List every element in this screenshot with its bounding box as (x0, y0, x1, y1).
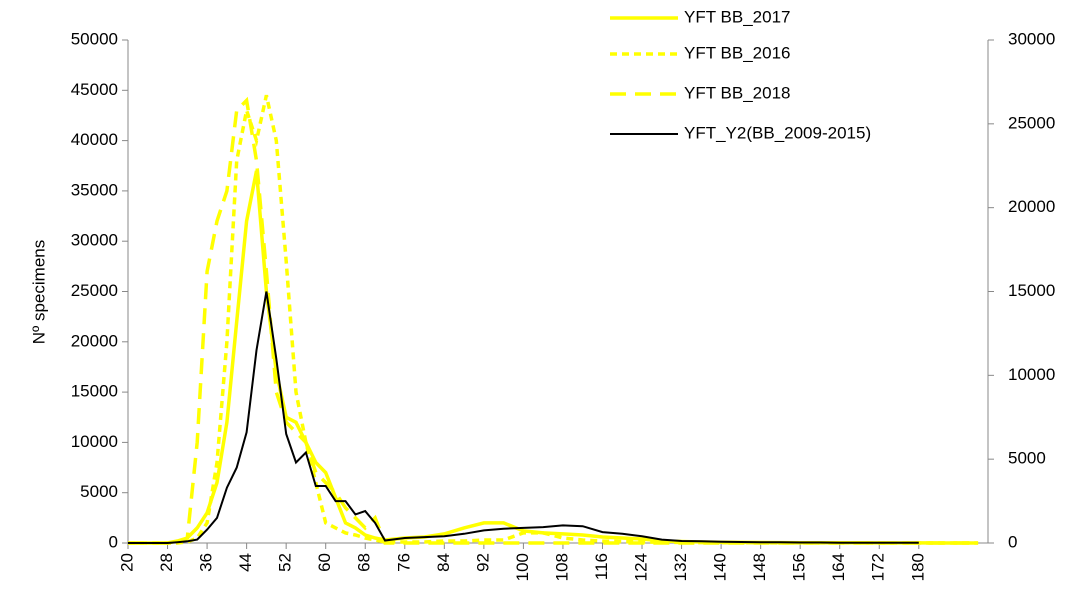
y-tick-label: 10000 (71, 432, 118, 451)
y-tick-label: 40000 (71, 130, 118, 149)
x-tick-label: 60 (315, 553, 334, 572)
legend-label: YFT BB_2017 (684, 7, 790, 26)
x-tick-label: 164 (829, 553, 848, 581)
y2-tick-label: 5000 (1008, 449, 1046, 468)
x-tick-label: 116 (592, 553, 611, 580)
y-tick-label: 50000 (71, 29, 118, 48)
x-tick-label: 140 (711, 553, 730, 581)
y2-tick-label: 20000 (1008, 197, 1055, 216)
x-tick-label: 36 (197, 553, 216, 572)
series-line (128, 94, 979, 545)
series-line (128, 96, 979, 545)
legend-label: YFT BB_2018 (684, 83, 790, 102)
y2-tick-label: 10000 (1008, 365, 1055, 384)
x-tick-label: 76 (394, 553, 413, 572)
y-tick-label: 20000 (71, 331, 118, 350)
x-tick-label: 68 (355, 553, 374, 572)
y-tick-label: 45000 (71, 80, 118, 99)
x-tick-label: 156 (790, 553, 809, 581)
series-line (128, 291, 919, 544)
x-tick-label: 52 (276, 553, 295, 572)
x-tick-label: 132 (671, 553, 690, 581)
x-tick-label: 172 (869, 553, 888, 581)
y-axis-title: Nº specimens (29, 240, 48, 344)
y-tick-label: 25000 (71, 281, 118, 300)
x-tick-label: 108 (552, 553, 571, 581)
x-tick-label: 20 (117, 553, 136, 572)
x-tick-label: 84 (434, 553, 453, 572)
x-tick-label: 100 (513, 553, 532, 581)
x-tick-label: 180 (908, 553, 927, 581)
x-tick-label: 92 (473, 553, 492, 572)
y-tick-label: 15000 (71, 382, 118, 401)
y2-tick-label: 30000 (1008, 29, 1055, 48)
y2-tick-label: 15000 (1008, 281, 1055, 300)
x-tick-label: 148 (750, 553, 769, 581)
y-tick-label: 0 (109, 532, 118, 551)
legend-label: YFT BB_2016 (684, 43, 790, 62)
x-tick-label: 44 (236, 553, 255, 572)
y2-tick-label: 25000 (1008, 113, 1055, 132)
y-tick-label: 35000 (71, 180, 118, 199)
y-tick-label: 30000 (71, 231, 118, 250)
legend-label: YFT_Y2(BB_2009-2015) (684, 123, 871, 142)
y2-tick-label: 0 (1008, 532, 1017, 551)
y-tick-label: 5000 (80, 482, 118, 501)
x-tick-label: 124 (632, 553, 651, 581)
x-tick-label: 28 (157, 553, 176, 572)
